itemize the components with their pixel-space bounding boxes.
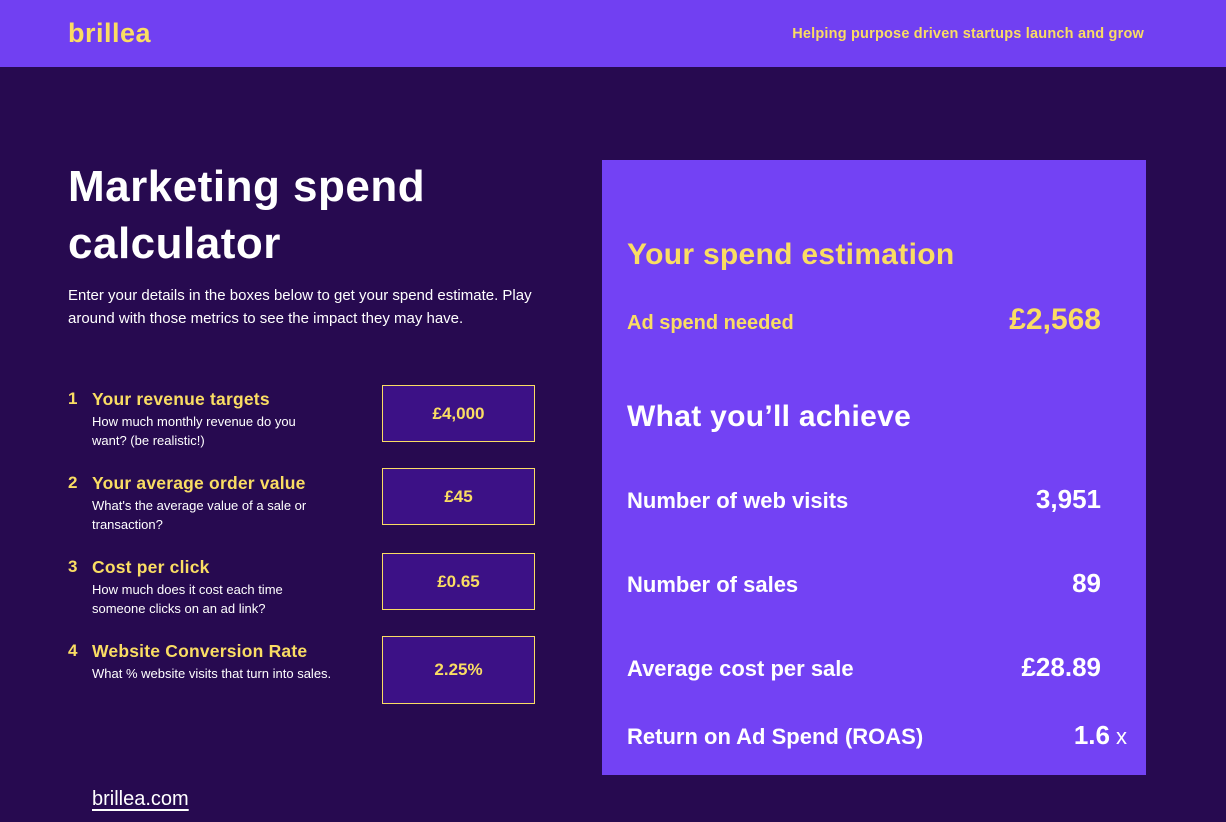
field-description: What % website visits that turn into sal…: [92, 666, 332, 681]
field-label: Website Conversion Rate: [92, 641, 308, 661]
result-row-cost-per-sale: Average cost per sale £28.89: [627, 652, 1101, 683]
page-title: Marketing spend calculator: [68, 162, 426, 268]
header: brillea Helping purpose driven startups …: [0, 0, 1226, 67]
brillea-logo[interactable]: brillea: [68, 18, 152, 48]
results-panel: Your spend estimation Ad spend needed £2…: [602, 160, 1146, 775]
field-number: 4: [68, 641, 78, 660]
roas-number: 1.6: [1073, 720, 1110, 750]
field-average-order-value: 2 Your average order value What's the av…: [68, 472, 334, 534]
page-description: Enter your details in the boxes below to…: [68, 287, 532, 327]
field-number: 3: [68, 557, 78, 576]
field-number: 1: [68, 389, 78, 408]
ad-spend-value: £2,568: [1009, 303, 1101, 336]
ad-spend-label: Ad spend needed: [627, 312, 794, 334]
spend-estimation-title: Your spend estimation: [627, 238, 955, 271]
roas-multiplier-suffix: x: [1116, 724, 1127, 749]
field-revenue-targets: 1 Your revenue targets How much monthly …: [68, 388, 334, 450]
field-label: Your revenue targets: [92, 389, 270, 409]
result-label: Number of sales: [627, 572, 799, 597]
result-row-web-visits: Number of web visits 3,951: [627, 484, 1101, 515]
result-row-sales: Number of sales 89: [627, 568, 1101, 599]
field-description: How much does it cost each time someone …: [92, 582, 283, 616]
field-description: How much monthly revenue do you want? (b…: [92, 414, 296, 448]
result-label: Average cost per sale: [627, 656, 854, 681]
result-value: £28.89: [1021, 652, 1101, 682]
ad-spend-row: Ad spend needed £2,568: [627, 303, 1101, 337]
result-value: 1.6 x: [1074, 720, 1127, 751]
field-description: What's the average value of a sale or tr…: [92, 498, 307, 532]
brillea-com-link[interactable]: brillea.com: [92, 788, 189, 810]
average-order-value-input[interactable]: [382, 468, 535, 525]
result-value: 89: [1072, 568, 1101, 598]
result-value: 3,951: [1035, 484, 1101, 514]
header-tagline: Helping purpose driven startups launch a…: [792, 25, 1144, 42]
field-label: Cost per click: [92, 557, 210, 577]
revenue-target-input[interactable]: [382, 385, 535, 442]
result-row-roas: Return on Ad Spend (ROAS) 1.6 x: [627, 720, 1127, 751]
cost-per-click-input[interactable]: [382, 553, 535, 610]
field-label: Your average order value: [92, 473, 306, 493]
field-website-conversion-rate: 4 Website Conversion Rate What % website…: [68, 640, 334, 684]
achieve-title: What you’ll achieve: [627, 400, 912, 433]
result-label: Number of web visits: [627, 488, 849, 513]
conversion-rate-input[interactable]: [382, 636, 535, 704]
result-label: Return on Ad Spend (ROAS): [627, 724, 924, 749]
field-number: 2: [68, 473, 78, 492]
field-cost-per-click: 3 Cost per click How much does it cost e…: [68, 556, 334, 618]
